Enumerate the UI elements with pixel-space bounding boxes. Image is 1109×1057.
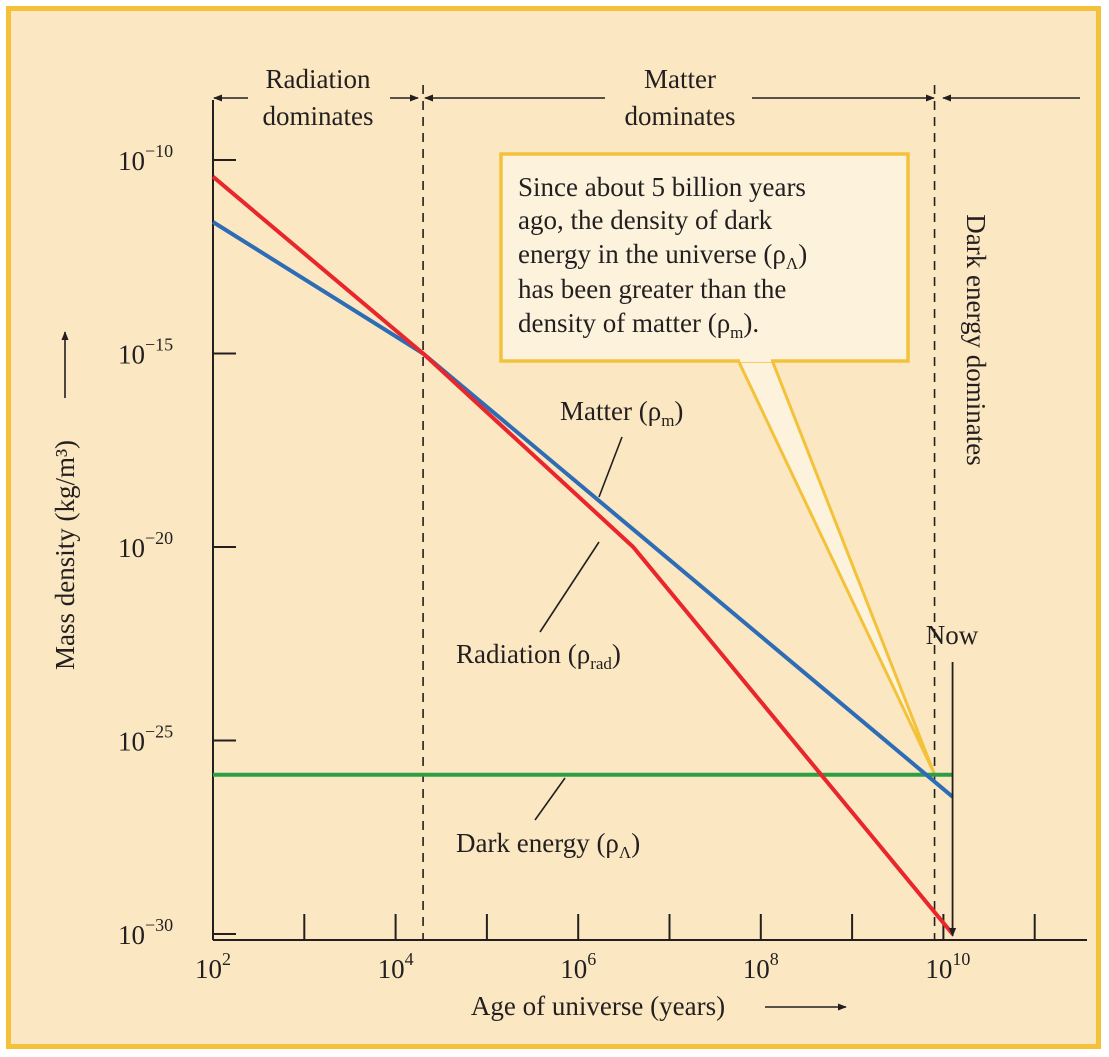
label-dark-energy: Dark energy (ρΛ): [456, 828, 640, 862]
era-label-matter-1: Matter: [644, 64, 716, 94]
x-tick-label: 1010: [925, 949, 970, 984]
callout-line-5: density of matter (ρm).: [518, 308, 759, 342]
radiation-label-leader: [539, 541, 600, 633]
y-axis-title: Mass density (kg/m³): [50, 440, 80, 670]
era-label-matter-2: dominates: [625, 101, 736, 131]
x-tick-label: 108: [743, 949, 779, 984]
callout-pointer-join: [740, 356, 771, 362]
callout-line-3: energy in the universe (ρΛ): [518, 239, 807, 273]
y-tick-label: 10−25: [118, 722, 173, 757]
y-tick-label: 10−20: [118, 528, 173, 563]
era-label-darkenergy: Dark energy dominates: [961, 214, 991, 465]
callout-line-2: ago, the density of dark: [518, 205, 773, 235]
callout-line-4: has been greater than the: [518, 274, 786, 304]
era-label-radiation-1: Radiation: [266, 64, 371, 94]
x-axis-title: Age of universe (years): [471, 991, 725, 1021]
label-radiation: Radiation (ρrad): [456, 639, 621, 673]
now-label: Now: [926, 620, 979, 650]
era-label-radiation-2: dominates: [263, 101, 374, 131]
x-tick-label: 106: [560, 949, 596, 984]
label-matter: Matter (ρm): [560, 396, 683, 430]
radiation-line: [211, 175, 955, 936]
y-tick-label: 10−10: [118, 141, 173, 176]
matter-label-leader: [598, 436, 623, 498]
y-tick-label: 10−15: [118, 335, 173, 370]
callout-line-1: Since about 5 billion years: [518, 172, 806, 202]
x-tick-label: 104: [378, 949, 414, 984]
x-tick-label: 102: [195, 949, 231, 984]
y-tick-label: 10−30: [118, 915, 173, 950]
callout-box: [499, 152, 910, 363]
darkenergy-label-leader: [534, 777, 566, 821]
